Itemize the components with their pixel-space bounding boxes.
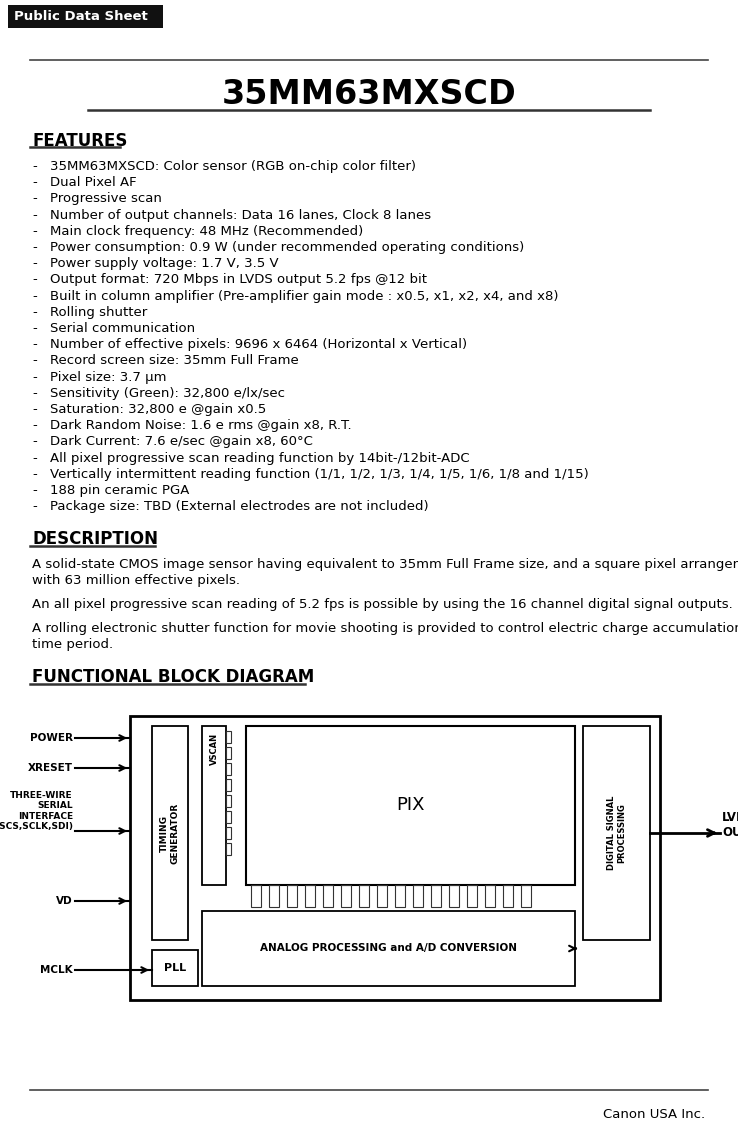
Text: -: - bbox=[32, 290, 37, 302]
Bar bbox=[226, 811, 231, 823]
Text: with 63 million effective pixels.: with 63 million effective pixels. bbox=[32, 574, 240, 587]
Bar bbox=[226, 731, 231, 743]
Bar bbox=[130, 716, 660, 999]
Text: Saturation: 32,800 e @gain x0.5: Saturation: 32,800 e @gain x0.5 bbox=[50, 403, 266, 416]
Bar bbox=[413, 885, 423, 907]
Text: -: - bbox=[32, 355, 37, 367]
Text: -: - bbox=[32, 371, 37, 384]
Text: Dark Current: 7.6 e/sec @gain x8, 60°C: Dark Current: 7.6 e/sec @gain x8, 60°C bbox=[50, 436, 313, 448]
Text: POWER: POWER bbox=[30, 733, 73, 743]
Bar bbox=[226, 843, 231, 855]
Text: -: - bbox=[32, 468, 37, 481]
Bar bbox=[287, 885, 297, 907]
Text: -: - bbox=[32, 500, 37, 513]
Text: Canon USA Inc.: Canon USA Inc. bbox=[603, 1108, 705, 1121]
Text: 188 pin ceramic PGA: 188 pin ceramic PGA bbox=[50, 484, 190, 497]
Bar bbox=[341, 885, 351, 907]
Text: -: - bbox=[32, 484, 37, 497]
Text: VSCAN: VSCAN bbox=[210, 732, 218, 765]
Text: -: - bbox=[32, 209, 37, 221]
Text: Vertically intermittent reading function (1/1, 1/2, 1/3, 1/4, 1/5, 1/6, 1/8 and : Vertically intermittent reading function… bbox=[50, 468, 589, 481]
Text: -: - bbox=[32, 419, 37, 432]
Text: Built in column amplifier (Pre-amplifier gain mode : x0.5, x1, x2, x4, and x8): Built in column amplifier (Pre-amplifier… bbox=[50, 290, 559, 302]
Bar bbox=[323, 885, 333, 907]
Bar bbox=[503, 885, 513, 907]
Text: FEATURES: FEATURES bbox=[32, 133, 128, 150]
Text: Sensitivity (Green): 32,800 e/lx/sec: Sensitivity (Green): 32,800 e/lx/sec bbox=[50, 386, 285, 400]
Bar bbox=[246, 725, 575, 885]
Text: All pixel progressive scan reading function by 14bit-/12bit-ADC: All pixel progressive scan reading funct… bbox=[50, 451, 469, 465]
Bar bbox=[467, 885, 477, 907]
Bar bbox=[377, 885, 387, 907]
Bar bbox=[226, 763, 231, 775]
Text: ANALOG PROCESSING and A/D CONVERSION: ANALOG PROCESSING and A/D CONVERSION bbox=[260, 943, 517, 953]
Bar bbox=[8, 4, 163, 28]
Text: Main clock frequency: 48 MHz (Recommended): Main clock frequency: 48 MHz (Recommende… bbox=[50, 225, 363, 238]
Text: -: - bbox=[32, 257, 37, 271]
Bar bbox=[152, 950, 198, 986]
Bar bbox=[202, 911, 575, 986]
Text: LVDS
OUTPUTS: LVDS OUTPUTS bbox=[722, 811, 738, 839]
Text: THREE-WIRE
SERIAL
INTERFACE
(SCS,SCLK,SDI): THREE-WIRE SERIAL INTERFACE (SCS,SCLK,SD… bbox=[0, 791, 73, 831]
Text: -: - bbox=[32, 305, 37, 319]
Text: -: - bbox=[32, 225, 37, 238]
Bar bbox=[226, 827, 231, 839]
Bar bbox=[251, 885, 261, 907]
Text: Power consumption: 0.9 W (under recommended operating conditions): Power consumption: 0.9 W (under recommen… bbox=[50, 241, 524, 254]
Text: Serial communication: Serial communication bbox=[50, 322, 195, 335]
Text: time period.: time period. bbox=[32, 638, 113, 651]
Bar bbox=[152, 725, 188, 940]
Bar bbox=[485, 885, 495, 907]
Text: An all pixel progressive scan reading of 5.2 fps is possible by using the 16 cha: An all pixel progressive scan reading of… bbox=[32, 599, 733, 611]
Text: Number of effective pixels: 9696 x 6464 (Horizontal x Vertical): Number of effective pixels: 9696 x 6464 … bbox=[50, 338, 467, 351]
Text: Public Data Sheet: Public Data Sheet bbox=[14, 10, 148, 22]
Text: -: - bbox=[32, 451, 37, 465]
Bar bbox=[359, 885, 369, 907]
Text: A rolling electronic shutter function for movie shooting is provided to control : A rolling electronic shutter function fo… bbox=[32, 622, 738, 634]
Text: Rolling shutter: Rolling shutter bbox=[50, 305, 148, 319]
Text: Dark Random Noise: 1.6 e rms @gain x8, R.T.: Dark Random Noise: 1.6 e rms @gain x8, R… bbox=[50, 419, 351, 432]
Text: Number of output channels: Data 16 lanes, Clock 8 lanes: Number of output channels: Data 16 lanes… bbox=[50, 209, 431, 221]
Bar bbox=[521, 885, 531, 907]
Text: -: - bbox=[32, 176, 37, 189]
Text: A solid-state CMOS image sensor having equivalent to 35mm Full Frame size, and a: A solid-state CMOS image sensor having e… bbox=[32, 558, 738, 570]
Text: Progressive scan: Progressive scan bbox=[50, 192, 162, 206]
Text: Pixel size: 3.7 μm: Pixel size: 3.7 μm bbox=[50, 371, 167, 384]
Text: XRESET: XRESET bbox=[28, 763, 73, 773]
Text: VD: VD bbox=[56, 896, 73, 906]
Text: Power supply voltage: 1.7 V, 3.5 V: Power supply voltage: 1.7 V, 3.5 V bbox=[50, 257, 279, 271]
Text: PLL: PLL bbox=[164, 964, 186, 973]
Text: MCLK: MCLK bbox=[41, 965, 73, 975]
Text: -: - bbox=[32, 403, 37, 416]
Bar bbox=[449, 885, 459, 907]
Bar bbox=[226, 779, 231, 791]
Text: DESCRIPTION: DESCRIPTION bbox=[32, 530, 158, 548]
Text: DIGITAL SIGNAL
PROCESSING: DIGITAL SIGNAL PROCESSING bbox=[607, 796, 627, 870]
Text: Package size: TBD (External electrodes are not included): Package size: TBD (External electrodes a… bbox=[50, 500, 429, 513]
Text: -: - bbox=[32, 192, 37, 206]
Text: -: - bbox=[32, 159, 37, 173]
Text: Record screen size: 35mm Full Frame: Record screen size: 35mm Full Frame bbox=[50, 355, 299, 367]
Bar bbox=[226, 747, 231, 759]
Bar bbox=[395, 885, 405, 907]
Bar bbox=[583, 725, 650, 940]
Text: 35MM63MXSCD: Color sensor (RGB on-chip color filter): 35MM63MXSCD: Color sensor (RGB on-chip c… bbox=[50, 159, 416, 173]
Text: Dual Pixel AF: Dual Pixel AF bbox=[50, 176, 137, 189]
Text: -: - bbox=[32, 386, 37, 400]
Text: 35MM63MXSCD: 35MM63MXSCD bbox=[221, 79, 517, 111]
Text: -: - bbox=[32, 338, 37, 351]
Text: PIX: PIX bbox=[396, 796, 425, 814]
Text: -: - bbox=[32, 322, 37, 335]
Bar bbox=[202, 725, 226, 885]
Text: -: - bbox=[32, 241, 37, 254]
Bar bbox=[431, 885, 441, 907]
Bar bbox=[226, 795, 231, 807]
Text: -: - bbox=[32, 436, 37, 448]
Bar bbox=[269, 885, 279, 907]
Text: FUNCTIONAL BLOCK DIAGRAM: FUNCTIONAL BLOCK DIAGRAM bbox=[32, 668, 314, 686]
Text: TIMING
GENERATOR: TIMING GENERATOR bbox=[160, 802, 179, 864]
Bar bbox=[305, 885, 315, 907]
Text: Output format: 720 Mbps in LVDS output 5.2 fps @12 bit: Output format: 720 Mbps in LVDS output 5… bbox=[50, 273, 427, 286]
Text: -: - bbox=[32, 273, 37, 286]
